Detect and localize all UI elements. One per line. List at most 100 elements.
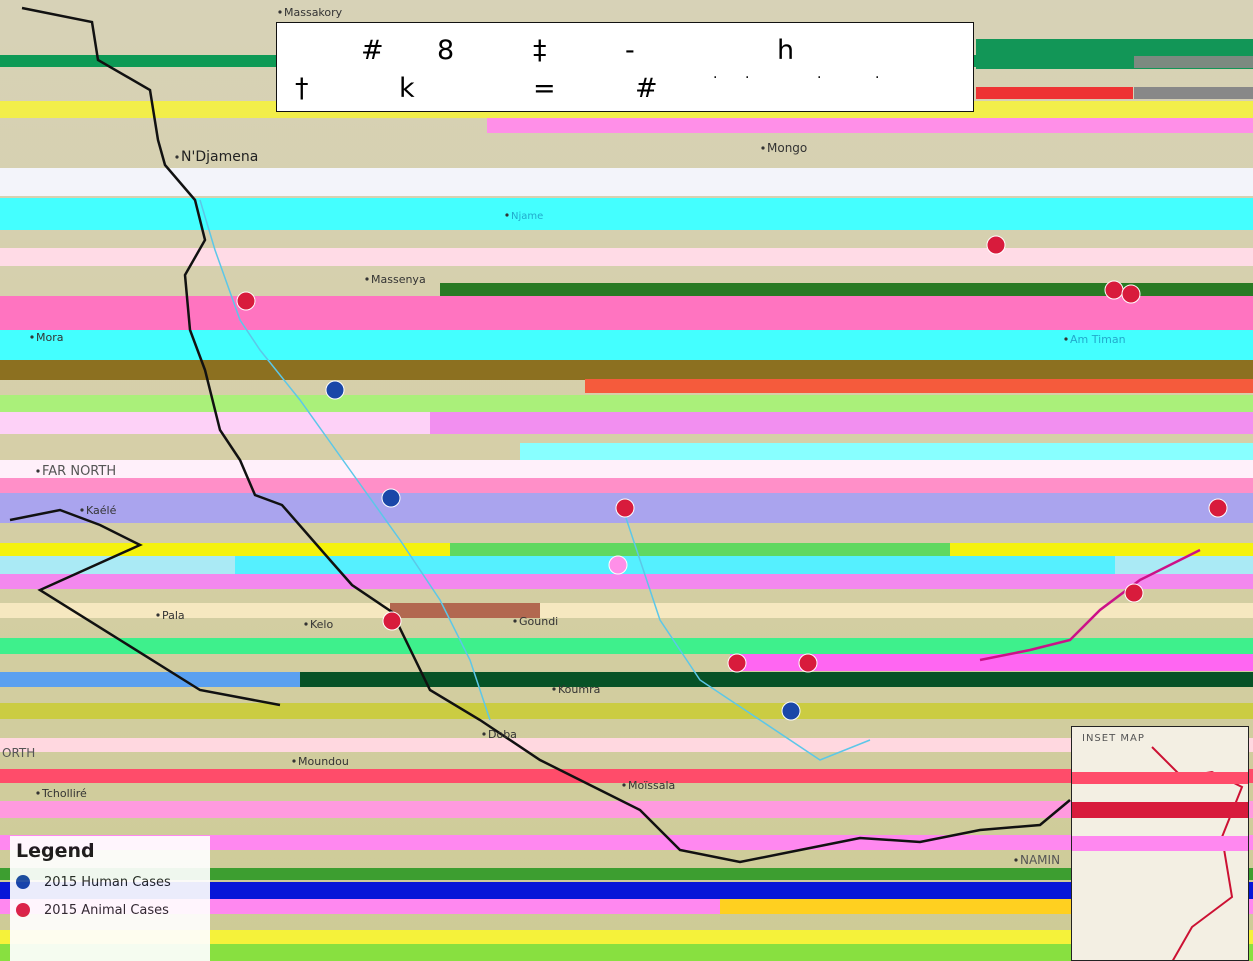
glitch-band [0,638,1253,654]
glitch-band [0,248,1253,266]
animal-case-marker[interactable] [1208,498,1228,518]
place-label: Moïssala [628,779,675,792]
title-glyph: ‡ [533,35,547,66]
legend-label: 2015 Animal Cases [44,902,169,918]
title-glyph: = [533,73,556,104]
map-title-box: # 8 ‡ - h † k = # · · · · [276,22,974,112]
glitch-band [0,460,1253,478]
inset-map: INSET MAP [1071,726,1249,961]
glitch-band [0,330,1253,360]
case-marker[interactable] [608,555,628,575]
place-label: Goundi [519,615,558,628]
glitch-band [0,168,1253,196]
glitch-band [720,899,1140,914]
title-glyph: · [817,70,822,86]
country-border-west [9,508,281,707]
country-border [21,6,1071,864]
title-glyph: # [361,35,384,66]
inset-band [1072,836,1248,851]
glitch-band [0,198,1253,230]
glitch-band [0,738,1253,752]
legend-item-human: 2015 Human Cases [16,872,171,892]
glitch-band [0,703,1253,719]
place-label: FAR NORTH [42,464,116,479]
river [199,199,491,721]
place-dot [36,469,40,473]
place-label: Pala [162,609,185,622]
animal-case-marker[interactable] [798,653,818,673]
glitch-band [487,118,1253,133]
place-label: ORTH [2,746,35,760]
glitch-band [1134,56,1253,68]
title-glyph: · [745,70,750,86]
place-label: Mora [36,331,63,344]
inset-band [1072,802,1248,818]
animal-case-marker[interactable] [1124,583,1144,603]
inset-band [1072,772,1248,784]
place-dot [304,622,308,626]
glitch-band [0,769,1253,783]
place-dot [761,146,765,150]
glitch-band [440,283,1253,296]
title-glyph: k [399,73,415,104]
glitch-band [730,654,1253,671]
glitch-band [0,574,1253,589]
glitch-band [450,543,950,556]
animal-case-marker[interactable] [1104,280,1124,300]
place-dot [365,277,369,281]
glitch-band [976,87,1133,99]
place-dot [505,213,509,217]
title-glyph: # [635,73,658,104]
animal-case-icon [16,903,30,917]
place-dot [175,155,179,159]
place-label: Am Timan [1070,333,1126,346]
glitch-band [520,443,1253,460]
glitch-band [0,360,1253,380]
case-markers [236,235,1228,721]
place-label: Kaélé [86,504,117,517]
glitch-band [0,478,1253,493]
river [619,499,871,761]
animal-case-marker[interactable] [1121,284,1141,304]
glitch-band [1134,87,1253,99]
glitch-band [430,412,1253,434]
place-dot [278,10,282,14]
animal-case-marker[interactable] [382,611,402,631]
animal-case-marker[interactable] [727,653,747,673]
country-border-east [979,548,1201,662]
place-label: Njame [511,211,543,222]
title-glyph: · [713,70,718,86]
title-glyph: · [875,70,880,86]
place-dot [1064,337,1068,341]
place-dot [622,783,626,787]
animal-case-marker[interactable] [986,235,1006,255]
legend-item-animal: 2015 Animal Cases [16,900,169,920]
place-label: Moundou [298,755,349,768]
animal-case-marker[interactable] [236,291,256,311]
place-dot [1014,858,1018,862]
human-case-marker[interactable] [781,701,801,721]
inset-map-label: INSET MAP [1082,733,1145,744]
legend-title: Legend [16,840,95,862]
title-glyph: 8 [437,35,455,66]
place-dot [482,732,486,736]
title-glyph: - [625,35,635,66]
place-label: Kelo [310,618,333,631]
glitch-band [0,603,1253,618]
place-dot [513,619,517,623]
glitch-band [0,672,1253,687]
place-dot [80,508,84,512]
animal-case-marker[interactable] [615,498,635,518]
glitch-band [0,930,1253,944]
place-dot [156,613,160,617]
place-dot [30,335,34,339]
title-glyph: h [777,35,795,66]
glitch-band [390,603,540,618]
human-case-marker[interactable] [325,380,345,400]
legend: Legend 2015 Human Cases 2015 Animal Case… [10,836,210,961]
human-case-marker[interactable] [381,488,401,508]
glitch-band [0,944,1253,961]
place-label: N'Djamena [181,149,258,165]
